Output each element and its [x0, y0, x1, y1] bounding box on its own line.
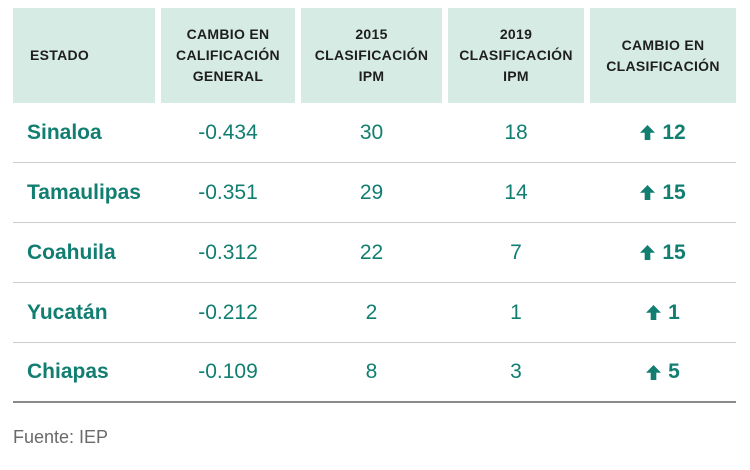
up-arrow-icon: [646, 364, 662, 380]
rank-2019-value: 1: [510, 300, 522, 324]
table-row: Sinaloa -0.434 30 18 12: [13, 103, 736, 163]
rank-2015-value: 8: [365, 360, 378, 383]
source-note: Fuente: IEP: [13, 427, 109, 447]
state-name: Sinaloa: [27, 120, 102, 144]
rank-change-value: 15: [662, 240, 686, 264]
state-name: Chiapas: [27, 360, 109, 383]
up-arrow-icon: [640, 125, 656, 140]
rank-2015-value: 2: [365, 300, 378, 324]
rank-2015-value: 29: [359, 180, 384, 204]
column-header-cambio-calificacion: CAMBIO EN CALIFICACIÓN GENERAL: [161, 8, 295, 103]
table-row: Coahuila -0.312 22 7 15: [13, 223, 736, 283]
state-name: Yucatán: [27, 300, 108, 324]
rank-change-value: 5: [668, 360, 680, 383]
rank-2015-value: 22: [359, 240, 384, 264]
rank-change-cell: 15: [590, 163, 736, 222]
rank-2019-value: 7: [510, 240, 522, 264]
up-arrow-icon: [640, 245, 656, 260]
rank-2019-value: 3: [510, 360, 522, 383]
up-arrow-icon: [640, 185, 656, 200]
table-header: ESTADO CAMBIO EN CALIFICACIÓN GENERAL 20…: [13, 8, 736, 103]
state-name: Coahuila: [27, 240, 116, 264]
column-header-2019-clasificacion: 2019 CLASIFICACIÓN IPM: [448, 8, 584, 103]
score-change-value: -0.109: [198, 360, 258, 383]
rank-change-value: 1: [668, 300, 680, 324]
rank-change-cell: 5: [590, 343, 736, 401]
score-change-value: -0.434: [198, 120, 258, 144]
rank-change-cell: 1: [590, 283, 736, 342]
rank-change-cell: 12: [590, 103, 736, 162]
score-change-value: -0.351: [198, 180, 258, 204]
ranking-table: ESTADO CAMBIO EN CALIFICACIÓN GENERAL 20…: [13, 8, 736, 403]
up-arrow-icon: [646, 305, 662, 320]
score-change-value: -0.212: [198, 300, 258, 324]
state-name: Tamaulipas: [27, 180, 141, 204]
rank-change-cell: 15: [590, 223, 736, 282]
column-header-cambio-clasificacion: CAMBIO EN CLASIFICACIÓN: [590, 8, 736, 103]
score-change-value: -0.312: [198, 240, 258, 264]
rank-2015-value: 30: [359, 120, 384, 144]
rank-change-value: 12: [662, 120, 686, 144]
table-row: Yucatán -0.212 2 1 1: [13, 283, 736, 343]
column-header-estado: ESTADO: [13, 8, 155, 103]
rank-2019-value: 14: [504, 180, 528, 204]
rank-2019-value: 18: [504, 120, 528, 144]
table-row: Chiapas -0.109 8 3 5: [13, 343, 736, 403]
rank-change-value: 15: [662, 180, 686, 204]
table-row: Tamaulipas -0.351 29 14 15: [13, 163, 736, 223]
column-header-2015-clasificacion: 2015 CLASIFICACIÓN IPM: [301, 8, 442, 103]
